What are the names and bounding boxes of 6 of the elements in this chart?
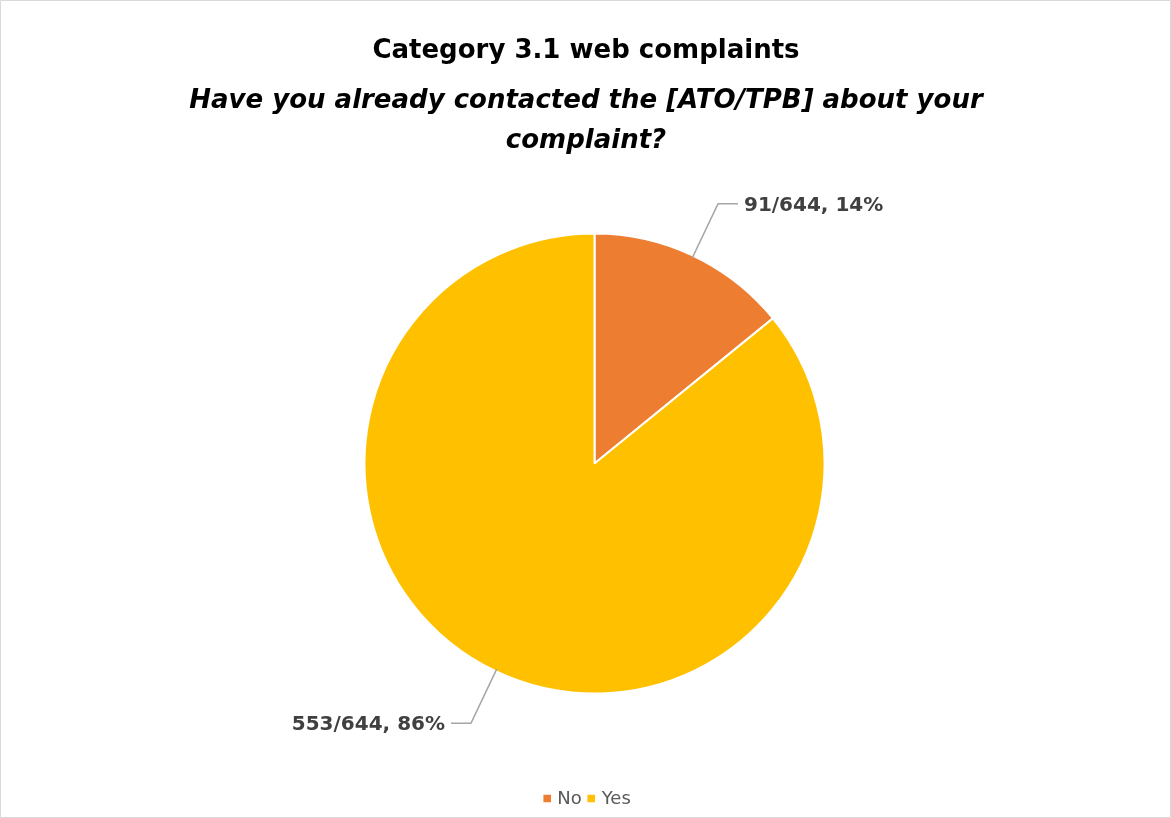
data-label: 553/644, 86% <box>291 711 446 736</box>
chart-subtitle: Have you already contacted the [ATO/TPB] about your complaint? <box>189 83 985 154</box>
legend-label: Yes <box>601 787 631 808</box>
chart-title: Category 3.1 web complaints <box>372 33 800 64</box>
legend-label: No <box>557 787 582 808</box>
data-label: 91/644, 14% <box>743 191 884 216</box>
